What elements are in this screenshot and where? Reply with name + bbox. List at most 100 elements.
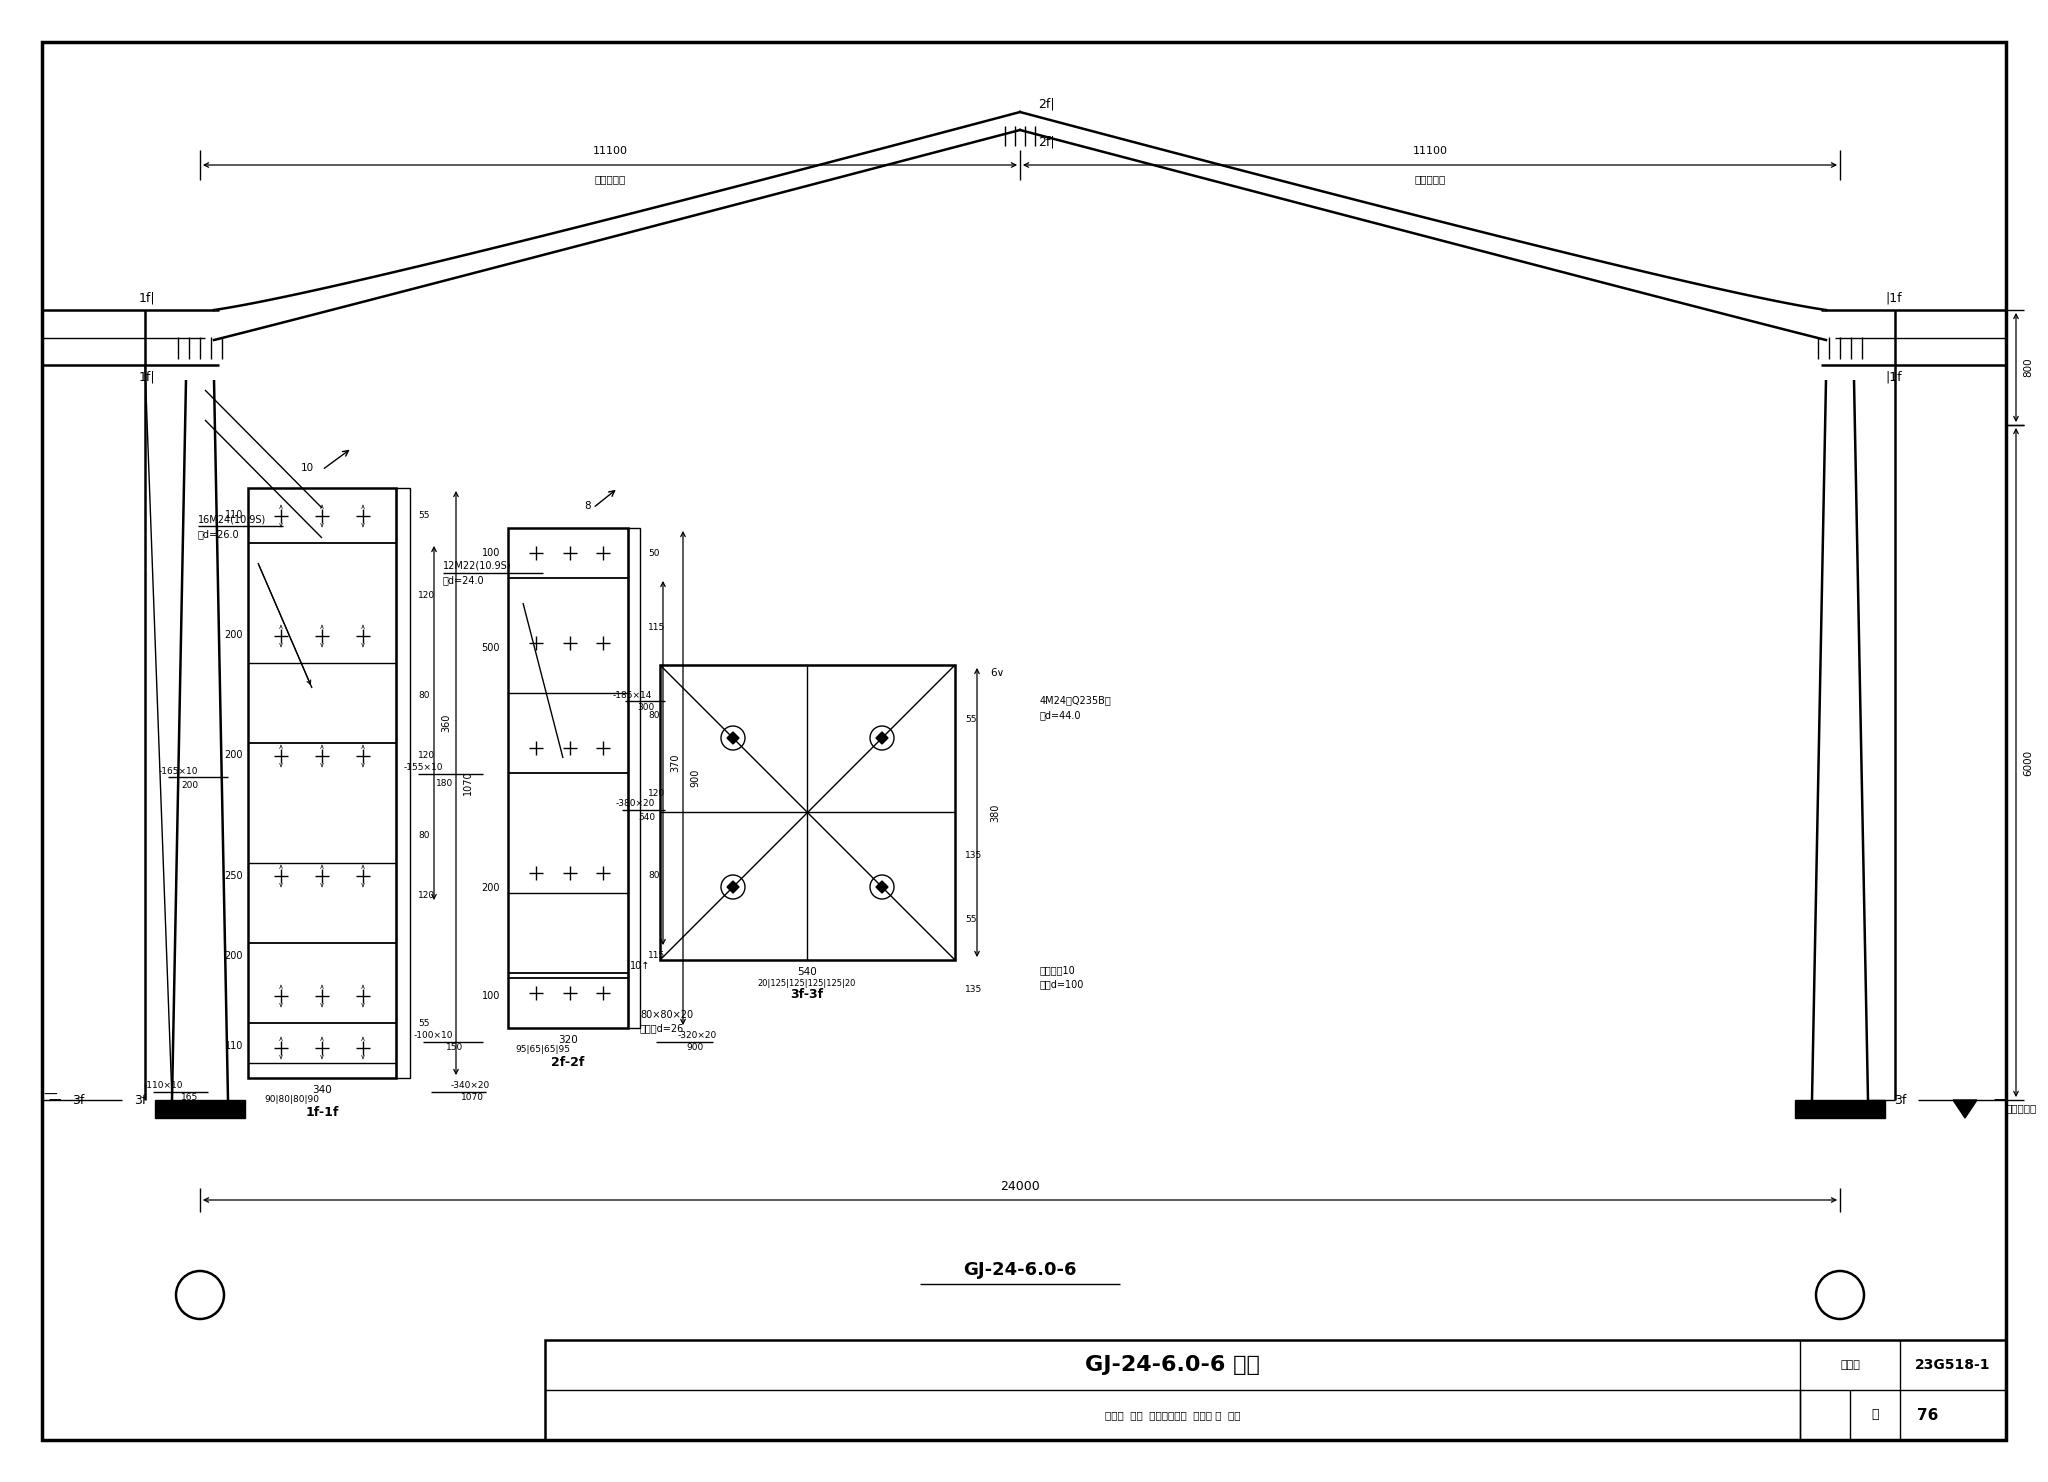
Text: 900: 900 [686, 1043, 702, 1052]
Text: 1f-1f: 1f-1f [305, 1107, 338, 1119]
Text: -110×10: -110×10 [143, 1082, 182, 1091]
Polygon shape [877, 880, 889, 894]
Text: 540: 540 [637, 812, 655, 821]
Text: 300: 300 [637, 704, 655, 713]
Text: 135: 135 [965, 851, 983, 860]
Text: 80: 80 [418, 831, 430, 840]
Text: 800: 800 [2023, 357, 2034, 378]
Bar [545, 1340, 2005, 1441]
Bar [659, 665, 954, 960]
Bar [1794, 1100, 1884, 1117]
Text: 抗剪键工10: 抗剪键工10 [1040, 965, 1075, 975]
Text: 360: 360 [440, 714, 451, 732]
Text: 10: 10 [301, 462, 313, 473]
Text: 150: 150 [446, 1043, 463, 1052]
Text: 55: 55 [418, 1018, 430, 1027]
Text: -155×10: -155×10 [403, 763, 442, 772]
Text: 8: 8 [584, 501, 592, 511]
Text: 11100: 11100 [1413, 147, 1448, 156]
Text: 孔d=44.0: 孔d=44.0 [1040, 710, 1081, 720]
Text: GJ-24-6.0-6 详图: GJ-24-6.0-6 详图 [1085, 1355, 1260, 1375]
Text: 12M22(10.9S): 12M22(10.9S) [442, 562, 512, 571]
Text: 200: 200 [225, 750, 244, 760]
Text: 孔d=24.0: 孔d=24.0 [442, 575, 485, 585]
Text: 900: 900 [690, 769, 700, 787]
Bar [156, 1100, 246, 1117]
Text: 80×80×20: 80×80×20 [639, 1011, 692, 1020]
Text: 3f: 3f [133, 1094, 145, 1107]
Text: 115: 115 [647, 624, 666, 633]
Text: 540: 540 [797, 966, 817, 977]
Text: 110: 110 [225, 510, 244, 520]
Text: 6000: 6000 [2023, 750, 2034, 775]
Text: -165×10: -165×10 [158, 766, 199, 775]
Text: 垫板孔d=26: 垫板孔d=26 [639, 1023, 684, 1033]
Text: 380: 380 [989, 803, 999, 821]
Text: —: — [43, 1088, 57, 1103]
Text: 23G518-1: 23G518-1 [1915, 1358, 1991, 1372]
Text: 200: 200 [225, 951, 244, 960]
Text: 320: 320 [559, 1034, 578, 1045]
Text: 76: 76 [1917, 1408, 1939, 1423]
Text: 120: 120 [647, 788, 666, 797]
Text: 55: 55 [965, 716, 977, 725]
Text: 3f: 3f [72, 1094, 84, 1107]
Text: 24000: 24000 [999, 1180, 1040, 1193]
Text: 11100: 11100 [592, 147, 627, 156]
Text: |1f: |1f [1884, 292, 1903, 304]
Text: 80: 80 [647, 871, 659, 880]
Text: 200: 200 [225, 630, 244, 640]
Text: GJ-24-6.0-6: GJ-24-6.0-6 [963, 1261, 1077, 1279]
Text: 4M24（Q235B）: 4M24（Q235B） [1040, 695, 1112, 705]
Text: -100×10: -100×10 [414, 1031, 453, 1040]
Text: 16M24(10.9S): 16M24(10.9S) [199, 516, 266, 525]
Text: 80: 80 [418, 691, 430, 700]
Polygon shape [727, 732, 739, 744]
Text: 2f-2f: 2f-2f [551, 1057, 584, 1070]
Bar [508, 528, 629, 1029]
Text: 页: 页 [1872, 1408, 1878, 1421]
Text: 100: 100 [481, 548, 500, 559]
Bar [248, 488, 395, 1077]
Text: 长度d=100: 长度d=100 [1040, 980, 1083, 988]
Text: 120: 120 [418, 590, 434, 600]
Text: 95|65|65|95: 95|65|65|95 [516, 1045, 571, 1055]
Bar [629, 528, 639, 1029]
Text: 图集号: 图集号 [1839, 1360, 1860, 1369]
Text: 10↑: 10↑ [629, 960, 649, 971]
Text: 孔d=26.0: 孔d=26.0 [199, 529, 240, 539]
Text: 500: 500 [481, 643, 500, 654]
Text: 135: 135 [965, 986, 983, 994]
Text: 200: 200 [180, 781, 199, 790]
Text: 3f-3f: 3f-3f [791, 988, 823, 1002]
Polygon shape [727, 880, 739, 894]
Text: 120: 120 [418, 892, 434, 901]
Text: -380×20: -380×20 [616, 799, 655, 809]
Text: 2f|: 2f| [1038, 135, 1055, 148]
Text: 250: 250 [225, 871, 244, 880]
Polygon shape [877, 732, 889, 744]
Text: -320×20: -320×20 [678, 1031, 717, 1040]
Text: 1f|: 1f| [139, 292, 156, 304]
Text: 370: 370 [670, 754, 680, 772]
Text: 3f: 3f [1894, 1094, 1907, 1107]
Text: 200: 200 [481, 883, 500, 894]
Text: （第一段）: （第一段） [1415, 173, 1446, 184]
Text: 90|80|80|90: 90|80|80|90 [264, 1095, 319, 1104]
Text: 审核刘  威訂  威校对田永胜  设计彭 浩  彭泾: 审核刘 威訂 威校对田永胜 设计彭 浩 彭泾 [1104, 1409, 1241, 1420]
Text: 55: 55 [418, 510, 430, 520]
Text: 115: 115 [647, 951, 666, 960]
Text: —: — [1995, 1094, 2007, 1107]
Text: 165: 165 [180, 1094, 199, 1103]
Text: 55: 55 [965, 916, 977, 925]
Text: 2f|: 2f| [1038, 98, 1055, 111]
Text: 1070: 1070 [461, 1094, 483, 1103]
Polygon shape [1954, 1100, 1976, 1117]
Text: 20|125|125|125|125|20: 20|125|125|125|125|20 [758, 978, 856, 987]
Text: 基础顶标高: 基础顶标高 [2005, 1103, 2036, 1113]
Text: 1070: 1070 [463, 771, 473, 796]
Text: 1f|: 1f| [139, 370, 156, 384]
Text: —: — [49, 1094, 61, 1107]
Text: 110: 110 [225, 1040, 244, 1051]
Text: -340×20: -340×20 [451, 1082, 489, 1091]
